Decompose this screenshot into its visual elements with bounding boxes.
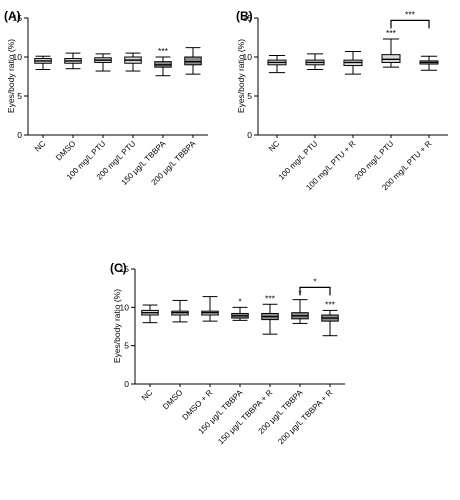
- box-2: [305, 53, 325, 70]
- box-3: [94, 53, 112, 72]
- box-5: ***: [154, 46, 172, 77]
- x-tick-label: NC: [140, 388, 155, 403]
- y-axis-title: Eyes/body ratio (%): [6, 39, 16, 113]
- x-tick-label: 200 μg/L TBBPA + R: [276, 388, 334, 446]
- x-tick-label: NC: [267, 139, 282, 154]
- box-1: [141, 304, 159, 324]
- y-tick-label: 10: [13, 52, 23, 62]
- y-tick-label: 15: [243, 13, 253, 23]
- significance-label: ***: [386, 28, 397, 38]
- comparison-bracket: [390, 19, 430, 29]
- y-tick-label: 0: [124, 379, 129, 389]
- box-4: [124, 52, 142, 72]
- x-tick-label: 150 μg/L TBBPA + R: [216, 388, 274, 446]
- x-tick-label: 200 mg/L PTU: [353, 139, 396, 182]
- panel-label: (A): [4, 9, 21, 23]
- significance-label: ***: [158, 46, 169, 56]
- bracket-significance-label: ***: [405, 9, 416, 19]
- box-iqr: [184, 56, 202, 66]
- panel-label: (B): [236, 9, 253, 23]
- box-5: ***: [261, 293, 279, 335]
- y-tick-label: 5: [124, 341, 129, 351]
- box-3: [343, 51, 363, 75]
- bracket-significance-label: *: [313, 276, 317, 286]
- box-6: [184, 47, 202, 75]
- y-tick-label: 10: [120, 302, 130, 312]
- box-4: ***: [381, 28, 401, 68]
- box-1: [267, 54, 287, 74]
- y-tick-label: 15: [13, 13, 23, 23]
- y-axis-title: Eyes/body ratio (%): [112, 289, 122, 363]
- x-tick-label: NC: [33, 139, 48, 154]
- y-axis-title: Eyes/body ratio (%): [236, 39, 246, 113]
- x-tick-label: DMSO: [54, 139, 77, 162]
- y-tick-label: 0: [247, 130, 252, 140]
- x-tick-label: 100 mg/L PTU: [277, 139, 320, 182]
- significance-label: *: [238, 296, 242, 306]
- box-1: [34, 55, 52, 70]
- box-5: [419, 55, 439, 71]
- y-tick-label: 0: [17, 130, 22, 140]
- box-iqr: [381, 54, 401, 63]
- y-tick-label: 15: [120, 264, 130, 274]
- significance-label: ***: [265, 293, 276, 303]
- comparison-bracket: [299, 286, 331, 296]
- box-3: [201, 296, 219, 322]
- box-2: [64, 52, 82, 70]
- box-7: ***: [321, 299, 339, 337]
- box-2: [171, 299, 189, 323]
- panel-label: (C): [110, 261, 127, 275]
- significance-label: ***: [325, 299, 336, 309]
- y-tick-label: 5: [247, 91, 252, 101]
- y-tick-label: 5: [17, 91, 22, 101]
- x-tick-label: DMSO: [161, 388, 184, 411]
- y-tick-label: 10: [243, 52, 253, 62]
- box-4: *: [231, 296, 249, 321]
